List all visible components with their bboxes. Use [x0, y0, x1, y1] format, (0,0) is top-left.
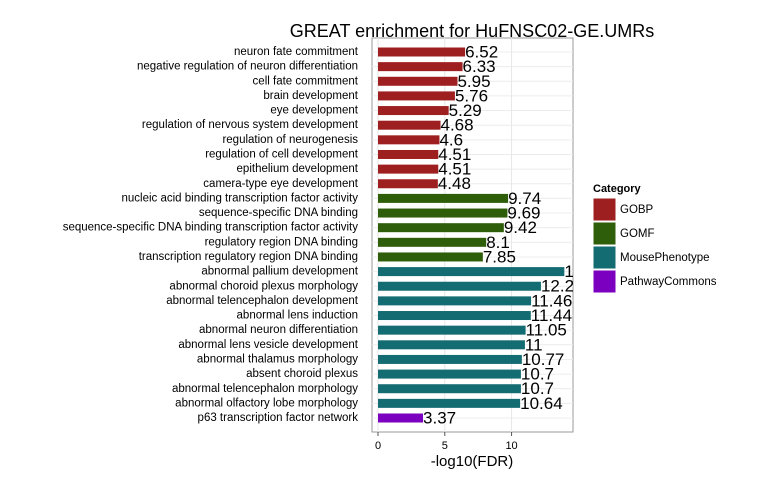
bar: [378, 164, 439, 174]
bar: [378, 179, 438, 189]
bar: [378, 193, 509, 203]
y-tick-label: epithelium development: [237, 163, 359, 175]
y-tick-label: negative regulation of neuron differenti…: [137, 61, 358, 73]
data-label: 5.29: [449, 101, 482, 120]
data-label: 9.42: [504, 218, 537, 237]
y-tick-label: abnormal choroid plexus morphology: [169, 280, 358, 292]
legend-key: [592, 269, 617, 294]
y-tick-label: abnormal lens vesicle development: [178, 339, 358, 351]
y-tick-label: regulatory region DNA binding: [205, 236, 358, 248]
data-label: 10.7: [521, 365, 554, 384]
bar: [378, 76, 458, 86]
bar: [378, 325, 526, 335]
bar: [378, 296, 532, 306]
y-tick-label: cell fate commitment: [253, 75, 359, 87]
bar: [378, 62, 463, 72]
bar: [378, 340, 525, 350]
legend-label: MousePhenotype: [620, 252, 710, 264]
x-tick-label: 0: [375, 440, 381, 452]
legend-label: GOMF: [620, 228, 655, 240]
bar: [378, 384, 521, 394]
y-tick-label: neuron fate commitment: [234, 46, 359, 58]
bar: [378, 208, 508, 218]
data-label: 8.1: [486, 233, 510, 252]
y-tick-label: p63 transcription factor network: [198, 412, 359, 424]
data-label: 10.64: [520, 394, 563, 413]
bar: [378, 120, 441, 130]
bar: [378, 252, 483, 262]
y-tick-label: regulation of nervous system development: [142, 119, 359, 131]
legend-title: Category: [593, 183, 642, 195]
legend-key: [592, 245, 617, 270]
data-label: 6.52: [465, 42, 498, 61]
data-label: 4.51: [438, 160, 471, 179]
data-label: 11.05: [526, 321, 567, 340]
data-label: 7.85: [483, 247, 516, 266]
x-tick-label: 10: [505, 440, 517, 452]
bar: [378, 106, 449, 116]
y-tick-label: sequence-specific DNA binding transcript…: [63, 222, 359, 234]
bar: [378, 47, 466, 57]
x-tick-label: 5: [442, 440, 448, 452]
x-axis-label: -log10(FDR): [431, 453, 514, 470]
data-label: 5.95: [457, 72, 490, 91]
y-tick-label: abnormal thalamus morphology: [197, 353, 358, 365]
data-label: 11.44: [531, 306, 572, 325]
data-label: 4.68: [441, 116, 474, 135]
bar: [378, 223, 504, 233]
y-tick-label: abnormal telencephalon morphology: [172, 383, 358, 395]
data-label: 10.7: [521, 379, 554, 398]
data-label: 6.33: [463, 57, 496, 76]
y-tick-label: abnormal neuron differentiation: [199, 324, 358, 336]
data-label: 11.46: [531, 291, 572, 310]
bar: [378, 413, 424, 423]
y-tick-label: abnormal telencephalon development: [166, 295, 359, 307]
bar: [378, 149, 439, 159]
bar: [378, 398, 521, 408]
y-tick-label: abnormal olfactory lobe morphology: [175, 397, 358, 409]
legend-key: [592, 221, 617, 246]
data-label: 4.6: [439, 130, 463, 149]
y-tick-label: regulation of cell development: [205, 149, 359, 161]
y-tick-label: brain development: [263, 90, 358, 102]
data-label: 5.76: [455, 86, 488, 105]
bar: [378, 369, 521, 379]
labels: 0 5 10 neuron fate commitment negative regul…: [63, 46, 717, 452]
plot-panel: [371, 37, 574, 433]
y-tick-label: nucleic acid binding transcription facto…: [121, 192, 358, 204]
data-label: 11: [525, 335, 543, 354]
bar: [378, 281, 541, 291]
bar: [378, 237, 487, 247]
data-label: 9.74: [508, 189, 541, 208]
y-tick-label: abnormal lens induction: [237, 310, 358, 322]
bars: 6.526.335.955.765.294.684.64.514.514.489…: [378, 42, 607, 427]
data-label: 9.69: [507, 204, 540, 223]
bar: [378, 267, 565, 277]
y-tick-label: eye development: [270, 105, 358, 117]
y-tick-label: abnormal pallium development: [201, 266, 358, 278]
data-label: 3.37: [423, 408, 456, 427]
y-tick-label: transcription regulatory region DNA bind…: [139, 251, 358, 263]
data-label: 10.77: [522, 350, 565, 369]
y-tick-label: camera-type eye development: [203, 178, 358, 190]
y-tick-label: regulation of neurogenesis: [222, 134, 358, 146]
data-label: 13.95: [564, 262, 607, 281]
legend-label: GOBP: [620, 204, 654, 216]
bar: [378, 135, 440, 145]
bar: [378, 311, 531, 321]
y-tick-label: absent choroid plexus: [246, 368, 358, 380]
data-label: 4.48: [438, 174, 471, 193]
bar: [378, 354, 522, 364]
y-tick-label: sequence-specific DNA binding: [199, 207, 358, 219]
data-label: 12.2: [541, 277, 574, 296]
legend-label: PathwayCommons: [620, 276, 717, 288]
bar: [378, 91, 455, 101]
chart-title: GREAT enrichment for HuFNSC02-GE.UMRs: [290, 21, 654, 41]
data-label: 4.51: [438, 145, 471, 164]
legend-key: [592, 197, 617, 222]
